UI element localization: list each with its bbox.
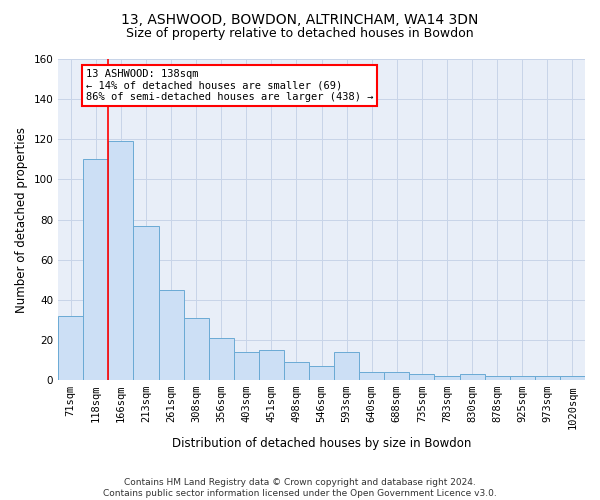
Bar: [133, 226, 158, 380]
Bar: [434, 376, 460, 380]
Bar: [334, 352, 359, 380]
Bar: [385, 372, 409, 380]
Bar: [58, 316, 83, 380]
Bar: [460, 374, 485, 380]
Bar: [83, 160, 109, 380]
Text: Size of property relative to detached houses in Bowdon: Size of property relative to detached ho…: [126, 28, 474, 40]
Bar: [184, 318, 209, 380]
Bar: [234, 352, 259, 380]
Bar: [158, 290, 184, 380]
Bar: [284, 362, 309, 380]
Text: 13, ASHWOOD, BOWDON, ALTRINCHAM, WA14 3DN: 13, ASHWOOD, BOWDON, ALTRINCHAM, WA14 3D…: [121, 12, 479, 26]
Text: 13 ASHWOOD: 138sqm
← 14% of detached houses are smaller (69)
86% of semi-detache: 13 ASHWOOD: 138sqm ← 14% of detached hou…: [86, 69, 373, 102]
Bar: [109, 142, 133, 380]
Bar: [510, 376, 535, 380]
Bar: [259, 350, 284, 380]
Bar: [409, 374, 434, 380]
Bar: [359, 372, 385, 380]
X-axis label: Distribution of detached houses by size in Bowdon: Distribution of detached houses by size …: [172, 437, 471, 450]
Bar: [535, 376, 560, 380]
Bar: [309, 366, 334, 380]
Bar: [209, 338, 234, 380]
Bar: [485, 376, 510, 380]
Text: Contains HM Land Registry data © Crown copyright and database right 2024.
Contai: Contains HM Land Registry data © Crown c…: [103, 478, 497, 498]
Y-axis label: Number of detached properties: Number of detached properties: [15, 126, 28, 312]
Bar: [560, 376, 585, 380]
